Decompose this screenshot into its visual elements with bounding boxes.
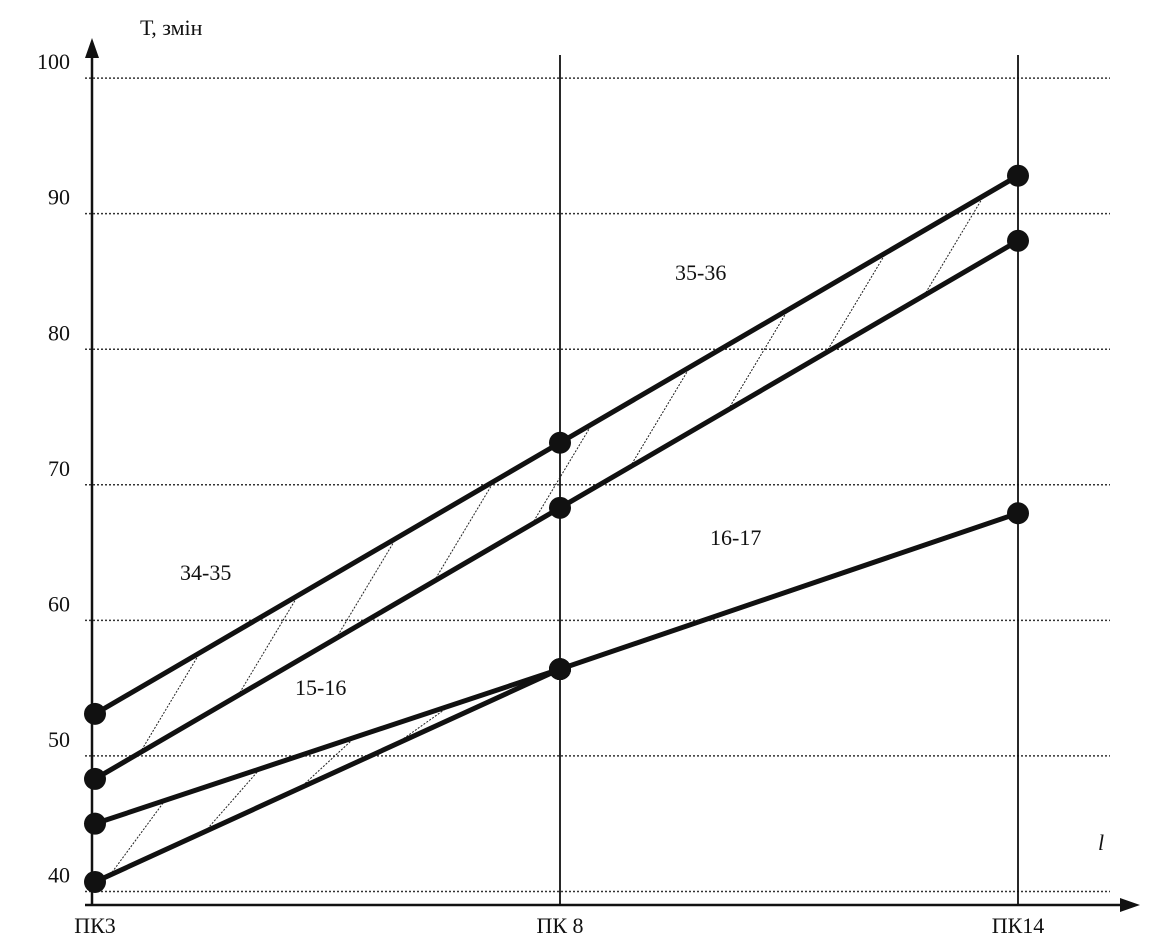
x-arrow: [1120, 898, 1140, 912]
y-tick-label: 90: [48, 185, 70, 210]
hatch: [237, 595, 299, 696]
hatch: [335, 538, 397, 639]
x-tick-label: ПК 8: [536, 913, 583, 938]
point: [1007, 229, 1029, 252]
series-line: [93, 666, 562, 885]
point: [549, 431, 571, 454]
x-tick-label: ПК14: [992, 913, 1045, 938]
hatch: [433, 480, 495, 582]
hatch: [109, 800, 166, 876]
y-axis-label: Т, змін: [140, 15, 203, 40]
y-tick-label: 100: [37, 49, 70, 74]
point: [84, 812, 106, 835]
y-tick-label: 60: [48, 591, 70, 616]
point: [84, 767, 106, 790]
x-tick-label: ПК3: [74, 913, 116, 938]
hatch: [531, 423, 593, 525]
hatch: [139, 652, 201, 753]
hatch: [629, 366, 691, 468]
hatch: [923, 195, 985, 296]
y-tick-label: 50: [48, 727, 70, 752]
hatch: [825, 252, 887, 353]
series-line: [94, 666, 561, 827]
point: [1007, 164, 1029, 187]
y-tick-label: 40: [48, 862, 70, 887]
series-line: [559, 510, 1019, 672]
annotation: 16-17: [710, 525, 761, 550]
annotation: 35-36: [675, 260, 726, 285]
y-tick-label: 80: [48, 320, 70, 345]
point: [549, 658, 571, 681]
y-tick-label: 70: [48, 456, 70, 481]
hatch: [299, 736, 356, 789]
hatch: [727, 309, 789, 411]
point: [1007, 502, 1029, 525]
point: [84, 702, 106, 725]
x-axis-label: l: [1098, 830, 1104, 855]
y-arrow: [85, 38, 99, 58]
point: [84, 870, 106, 893]
annotation: 15-16: [295, 675, 346, 700]
point: [549, 496, 571, 519]
annotation: 34-35: [180, 560, 231, 585]
